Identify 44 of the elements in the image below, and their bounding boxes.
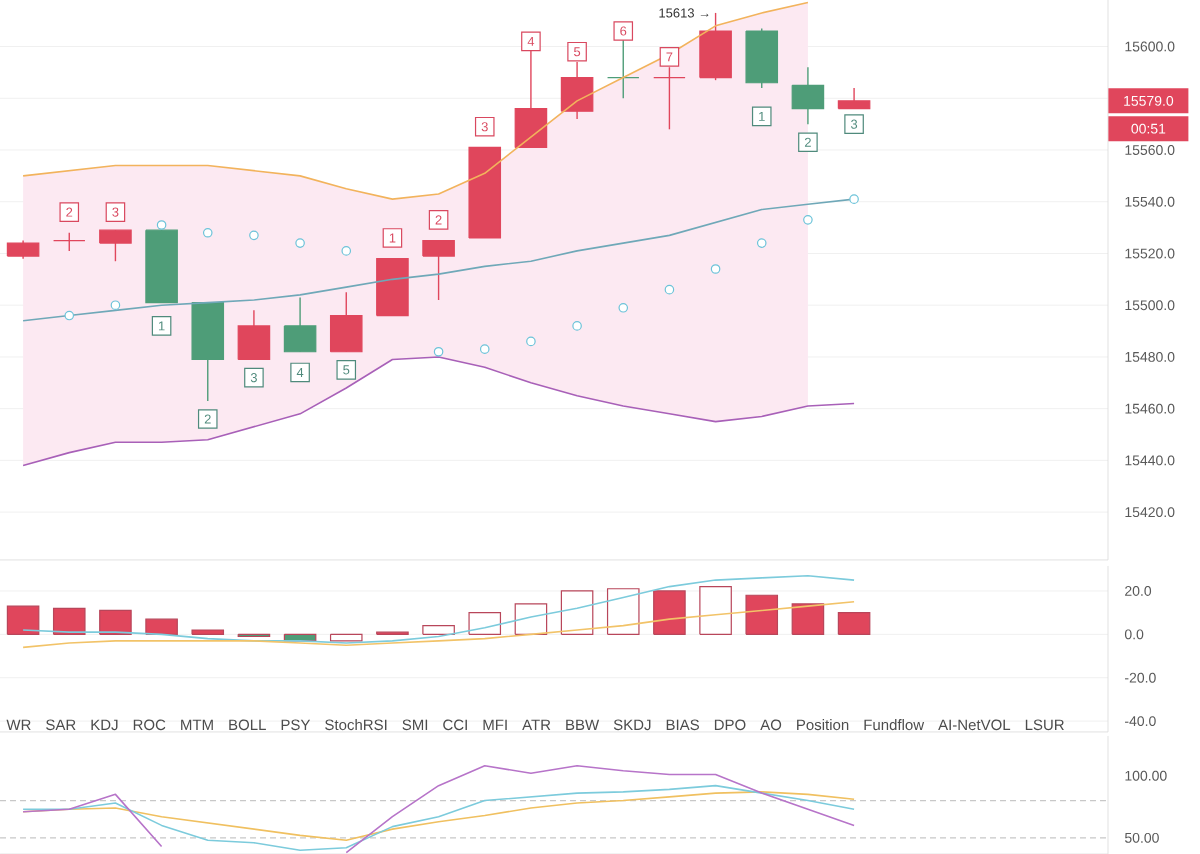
bar	[329, 633, 363, 642]
point	[156, 220, 167, 230]
point	[572, 321, 582, 331]
bar	[422, 625, 455, 635]
bar	[99, 609, 132, 635]
bar	[52, 607, 86, 635]
point	[756, 238, 767, 248]
bar	[191, 629, 225, 635]
bar	[606, 588, 640, 635]
point	[110, 300, 121, 310]
point	[618, 302, 629, 313]
candlestick	[6, 239, 40, 260]
bar	[791, 603, 825, 635]
point	[341, 246, 352, 256]
bar	[145, 618, 178, 635]
bar	[514, 603, 548, 635]
bar	[653, 590, 686, 635]
candlestick	[329, 291, 363, 353]
point	[664, 284, 675, 295]
candlestick	[837, 87, 871, 110]
candlestick	[52, 232, 86, 252]
point	[710, 264, 721, 274]
point	[526, 336, 536, 347]
point	[249, 230, 259, 241]
point	[202, 227, 213, 238]
point	[64, 310, 75, 321]
point	[433, 346, 444, 357]
bar	[837, 612, 871, 635]
candlestick	[791, 66, 825, 125]
candlestick	[699, 12, 732, 81]
bar	[699, 585, 732, 635]
bar	[6, 605, 40, 635]
point	[803, 215, 813, 225]
point	[295, 238, 305, 248]
candlestick	[422, 239, 455, 301]
bar	[745, 594, 779, 635]
bar	[560, 590, 594, 635]
candlestick	[237, 309, 271, 361]
candlestick	[99, 229, 132, 262]
point	[479, 344, 490, 354]
bar	[468, 612, 502, 635]
candlestick	[283, 296, 317, 353]
line-series	[22, 574, 855, 644]
point	[849, 194, 859, 204]
